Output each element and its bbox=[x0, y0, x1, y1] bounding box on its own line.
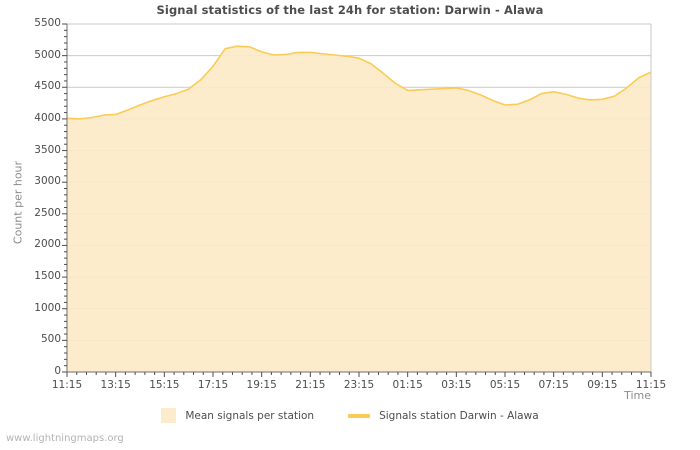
x-axis-title: Time bbox=[624, 389, 651, 402]
x-tick-label: 17:15 bbox=[197, 379, 229, 391]
y-tick-label: 500 bbox=[40, 333, 61, 346]
y-tick-label: 4500 bbox=[34, 80, 61, 93]
chart-title: Signal statistics of the last 24h for st… bbox=[156, 3, 544, 17]
y-tick-label: 5500 bbox=[34, 17, 61, 29]
chart-legend: Mean signals per station Signals station … bbox=[0, 408, 700, 423]
legend-item[interactable]: Mean signals per station bbox=[161, 408, 314, 423]
site-watermark: www.lightningmaps.org bbox=[6, 433, 124, 444]
x-tick-label: 11:15 bbox=[635, 379, 667, 391]
x-tick-label: 01:15 bbox=[392, 379, 423, 391]
y-tick-label: 3000 bbox=[34, 175, 61, 188]
x-tick-label: 15:15 bbox=[149, 379, 180, 391]
x-tick-label: 21:15 bbox=[295, 379, 326, 391]
series-line bbox=[66, 45, 652, 120]
y-tick-label: 3500 bbox=[34, 143, 61, 156]
y-tick-label: 4000 bbox=[34, 111, 61, 124]
x-tick-label: 07:15 bbox=[538, 379, 569, 391]
x-tick-label: 23:15 bbox=[343, 379, 375, 391]
y-tick-label: 1500 bbox=[34, 270, 61, 283]
y-tick-label: 0 bbox=[54, 365, 61, 377]
x-tick-label: 03:15 bbox=[441, 379, 472, 391]
x-tick-label: 09:15 bbox=[587, 379, 618, 391]
x-tick-label: 19:15 bbox=[246, 379, 277, 391]
x-tick-label: 13:15 bbox=[100, 379, 131, 391]
area-fill-overlay bbox=[67, 46, 651, 373]
y-tick-label: 1000 bbox=[34, 301, 61, 314]
y-tick-label: 5000 bbox=[34, 48, 61, 61]
legend-item[interactable]: Signals station Darwin - Alawa bbox=[348, 410, 539, 422]
legend-label: Mean signals per station bbox=[185, 409, 315, 422]
y-tick-label: 2000 bbox=[34, 238, 61, 251]
x-tick-label: 11:15 bbox=[51, 379, 83, 391]
legend-area-swatch-icon bbox=[161, 408, 177, 423]
y-axis-title: Count per hour bbox=[11, 160, 25, 245]
legend-label: Signals station Darwin - Alawa bbox=[379, 409, 539, 422]
x-tick-label: 05:15 bbox=[489, 379, 521, 391]
y-tick-label: 2500 bbox=[34, 206, 61, 219]
legend-line-swatch-icon bbox=[348, 413, 371, 418]
